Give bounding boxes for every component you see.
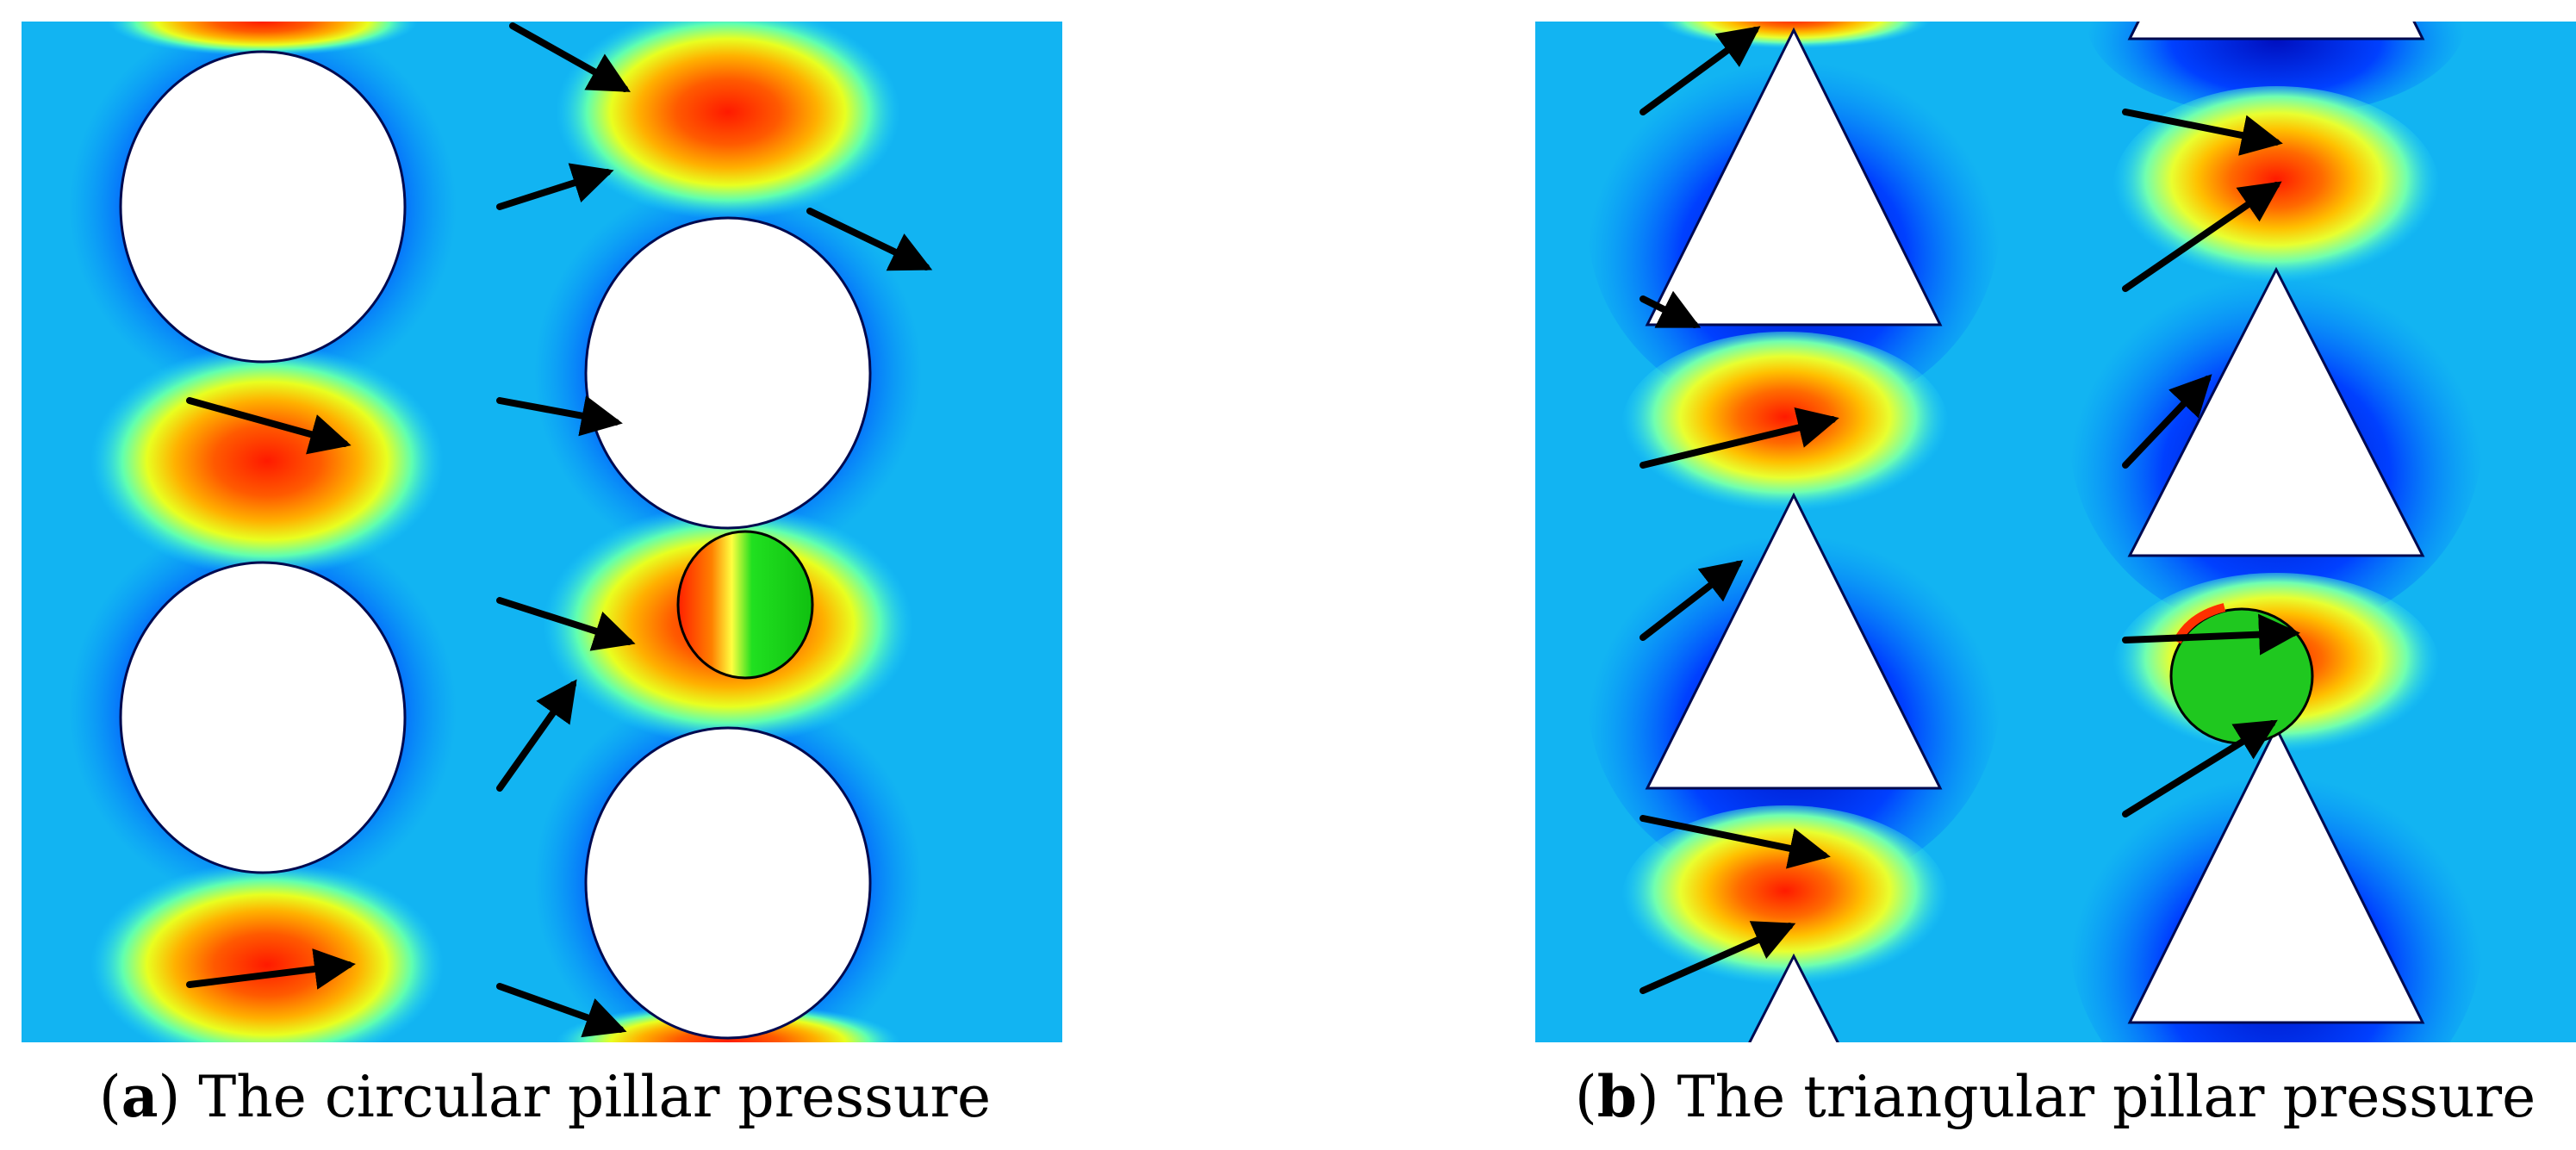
velocity-arrow: [1640, 560, 1744, 641]
caption-text: The circular pillar pressure: [198, 1064, 992, 1130]
velocity-arrow: [496, 679, 577, 792]
velocity-arrow: [186, 948, 356, 990]
velocity-arrows: [1640, 26, 2300, 994]
particle: [2169, 607, 2314, 745]
caption-letter: b: [1596, 1063, 1637, 1130]
pressure-field-triangular: [1535, 22, 2576, 1042]
pillar: [584, 726, 872, 1040]
velocity-arrow: [496, 983, 627, 1038]
velocity-arrow: [2122, 613, 2300, 656]
particle: [676, 530, 814, 680]
velocity-arrow: [1640, 26, 1761, 115]
velocity-arrow: [2122, 109, 2283, 156]
pillar: [119, 561, 407, 874]
triangular-pillar-plot: [1535, 22, 2576, 1042]
velocity-arrow: [186, 397, 352, 455]
velocity-arrow: [1640, 815, 1831, 869]
velocity-arrow: [1640, 290, 1702, 328]
circular-pillars: [119, 50, 872, 1040]
caption-b: (b) The triangular pillar pressure: [1575, 1063, 2536, 1130]
pillar: [1645, 492, 1943, 790]
pillar: [2127, 724, 2425, 1024]
pillar: [119, 50, 407, 364]
pillar: [584, 216, 872, 530]
pillar: [1748, 953, 1839, 1042]
velocity-arrow: [496, 597, 636, 651]
caption-letter: a: [121, 1063, 159, 1130]
caption-a: (a) The circular pillar pressure: [99, 1063, 992, 1130]
velocity-arrow: [496, 395, 623, 437]
velocity-arrow: [806, 208, 933, 271]
triangular-pillars: [1645, 22, 2425, 1042]
caption-text: The triangular pillar pressure: [1677, 1064, 2536, 1130]
pillar: [1645, 27, 1943, 326]
pillar: [2127, 22, 2425, 40]
velocity-arrow: [509, 22, 631, 92]
velocity-arrow: [2122, 181, 2282, 292]
velocity-arrow: [1640, 921, 1796, 994]
velocity-arrow: [2122, 719, 2278, 817]
pressure-field-circular: [22, 22, 1062, 1042]
velocity-arrow: [2122, 374, 2212, 469]
velocity-arrow: [496, 163, 614, 210]
velocity-arrows: [186, 22, 933, 1038]
velocity-arrow: [1640, 407, 1839, 469]
circular-pillar-plot: [22, 22, 1062, 1042]
